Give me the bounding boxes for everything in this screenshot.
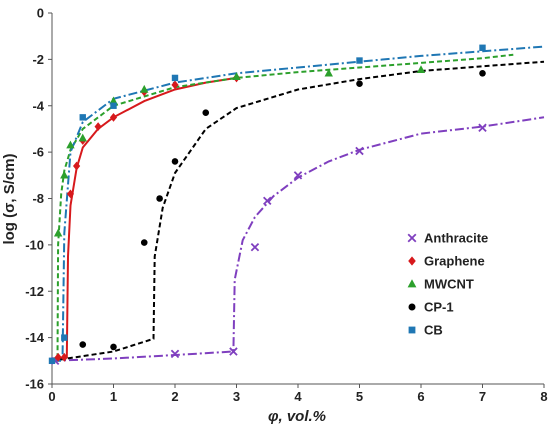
point-anthracite: [293, 171, 303, 180]
point-cp-1: [171, 158, 179, 165]
legend-label-graphene: Graphene: [424, 254, 485, 269]
legend-label-mwcnt: MWCNT: [424, 277, 474, 292]
point-cp-1: [110, 343, 117, 351]
point-cp-1: [356, 80, 363, 88]
fit-curve-anthracite: [51, 116, 545, 362]
point-mwcnt: [78, 133, 87, 142]
point-mwcnt: [140, 84, 149, 93]
point-graphene: [73, 161, 81, 171]
point-mwcnt: [66, 140, 75, 149]
x-tick-label: 8: [540, 389, 547, 404]
x-axis-label: φ, vol.%: [268, 408, 326, 425]
y-tick-label: -4: [32, 98, 44, 113]
y-tick-label: -14: [25, 330, 45, 345]
point-cb: [110, 102, 117, 109]
legend-marker-anthracite: [407, 233, 417, 243]
point-mwcnt: [60, 170, 69, 179]
x-tick-label: 4: [294, 389, 302, 404]
fit-curve-mwcnt: [52, 53, 514, 362]
y-tick-label: -12: [25, 284, 44, 299]
point-anthracite: [250, 242, 260, 252]
fit-curves: [51, 45, 545, 362]
point-cb: [356, 57, 363, 64]
y-tick-label: -16: [25, 377, 44, 392]
x-tick-label: 6: [417, 389, 424, 404]
legend: Anthracite Graphene MWCNT CP-1 CB: [407, 231, 488, 338]
fit-curve-cb: [52, 45, 545, 362]
y-axis-label: log (σ, S/cm): [1, 153, 18, 244]
marker-stroke: [478, 123, 487, 133]
point-graphene: [109, 112, 118, 122]
point-cb: [61, 334, 68, 341]
marker-stroke: [229, 347, 238, 356]
x-tick-label: 2: [171, 389, 178, 404]
point-cp-1: [202, 109, 210, 117]
point-graphene: [60, 352, 68, 362]
y-tick-label: -2: [32, 52, 44, 67]
point-graphene: [66, 189, 75, 199]
fit-curve-cp-1: [51, 60, 545, 362]
point-anthracite: [263, 196, 272, 206]
point-anthracite: [170, 349, 180, 359]
marker-stroke: [355, 146, 364, 156]
data-points: [48, 44, 487, 366]
point-mwcnt: [416, 65, 426, 74]
point-anthracite: [229, 347, 238, 356]
point-graphene: [171, 80, 179, 90]
point-cp-1: [140, 239, 148, 246]
marker-stroke: [170, 349, 180, 359]
tick-labels: 0 1 2 3 4 5 6 7 8 0 -2 -4 -6 -8 -10 -12 -14 -16: [25, 6, 547, 405]
point-mwcnt: [324, 68, 333, 77]
axes: [48, 12, 545, 388]
marker-stroke: [263, 196, 272, 206]
point-mwcnt: [109, 96, 118, 105]
point-mwcnt: [232, 72, 241, 80]
point-mwcnt: [53, 228, 63, 237]
marker-stroke: [250, 242, 260, 252]
y-tick-label: -10: [25, 237, 44, 252]
point-cp-1: [79, 341, 87, 348]
y-tick-label: -6: [32, 145, 44, 160]
point-cp-1: [479, 69, 486, 77]
fit-curve-graphene: [51, 76, 237, 360]
legend-marker-cb: [408, 326, 416, 334]
legend-marker-mwcnt: [407, 279, 417, 288]
x-tick-label: 3: [233, 389, 240, 404]
legend-label-cp-1: CP-1: [424, 300, 454, 315]
x-tick-label: 7: [479, 389, 486, 404]
y-tick-label: -8: [32, 191, 44, 206]
x-tick-label: 0: [48, 389, 55, 404]
marker-stroke: [407, 233, 417, 243]
point-cb: [171, 74, 179, 82]
legend-label-cb: CB: [424, 323, 443, 338]
point-cb: [79, 114, 86, 121]
point-anthracite: [478, 123, 487, 133]
y-tick-label: 0: [37, 6, 44, 21]
point-graphene: [94, 122, 102, 132]
legend-label-anthracite: Anthracite: [424, 231, 488, 246]
legend-marker-graphene: [408, 256, 416, 266]
point-anthracite: [355, 146, 364, 156]
point-cb: [48, 357, 56, 365]
point-cp-1: [156, 195, 163, 202]
point-cb: [479, 44, 486, 51]
point-graphene: [54, 352, 62, 362]
legend-marker-cp-1: [408, 303, 416, 311]
x-tick-label: 1: [110, 389, 117, 404]
marker-stroke: [293, 171, 303, 180]
x-tick-label: 5: [356, 389, 363, 404]
